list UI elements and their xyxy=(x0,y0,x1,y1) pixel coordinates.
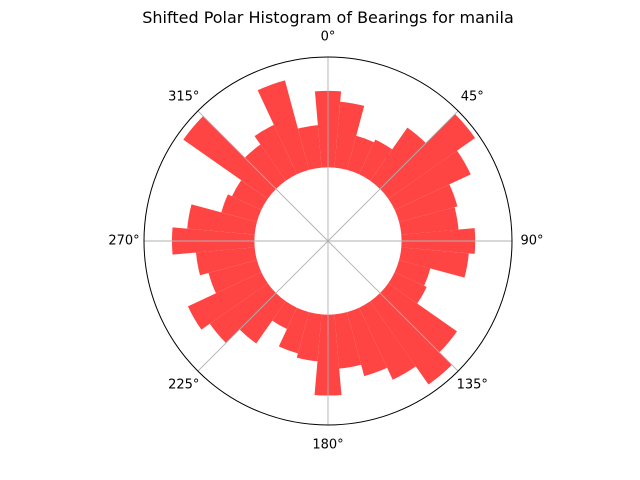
angle-tick-label: 225° xyxy=(168,378,199,393)
histogram-bar xyxy=(347,135,375,175)
angle-tick-label: 180° xyxy=(312,438,343,453)
chart-title: Shifted Polar Histogram of Bearings for … xyxy=(142,8,514,27)
angle-tick-label: 315° xyxy=(168,89,199,104)
histogram-bar xyxy=(370,127,426,189)
histogram-bar xyxy=(187,272,268,330)
histogram-bar xyxy=(209,283,276,344)
histogram-bar xyxy=(359,139,393,181)
histogram-bar xyxy=(388,272,427,304)
histogram-bar xyxy=(196,247,257,276)
histogram-bar xyxy=(278,307,309,354)
histogram-bar xyxy=(296,312,322,362)
histogram-bar xyxy=(359,301,416,380)
angular-grid-line xyxy=(197,110,329,242)
histogram-bar xyxy=(394,260,431,286)
histogram-bar xyxy=(257,80,309,175)
angular-grid-line xyxy=(327,110,459,242)
histogram-bar xyxy=(388,150,471,210)
histogram-bar xyxy=(380,114,476,199)
angle-tick-label: 45° xyxy=(461,89,484,104)
outer-boundary xyxy=(143,56,513,426)
histogram-bar xyxy=(380,283,458,353)
histogram-bar xyxy=(272,301,297,330)
histogram-bar xyxy=(334,101,365,170)
angular-grid-line xyxy=(327,240,459,372)
histogram-bar xyxy=(399,207,459,235)
histogram-bar xyxy=(221,194,262,222)
histogram-bar xyxy=(347,307,388,377)
histogram-bar xyxy=(244,144,286,189)
histogram-bar xyxy=(399,247,469,278)
angle-tick-label: 90° xyxy=(520,234,543,249)
angular-grid-line xyxy=(197,240,329,372)
angle-tick-label: 0° xyxy=(321,30,336,45)
angle-ticks-group: 0° 45° 90° 135° 180° 225° 270° 315° xyxy=(108,30,543,453)
histogram-bar xyxy=(183,116,276,199)
histogram-bar xyxy=(254,124,297,181)
histogram-bar xyxy=(231,180,268,210)
grid-group xyxy=(144,57,512,425)
histogram-bar xyxy=(334,312,362,369)
histogram-bar xyxy=(370,293,452,385)
angle-tick-label: 135° xyxy=(457,378,488,393)
angle-tick-label: 270° xyxy=(108,234,139,249)
bars-group xyxy=(171,80,476,396)
histogram-bar xyxy=(394,184,458,222)
histogram-bar xyxy=(208,260,262,294)
histogram-bar xyxy=(239,293,286,344)
histogram-bar xyxy=(297,125,322,170)
histogram-bar xyxy=(187,204,257,235)
